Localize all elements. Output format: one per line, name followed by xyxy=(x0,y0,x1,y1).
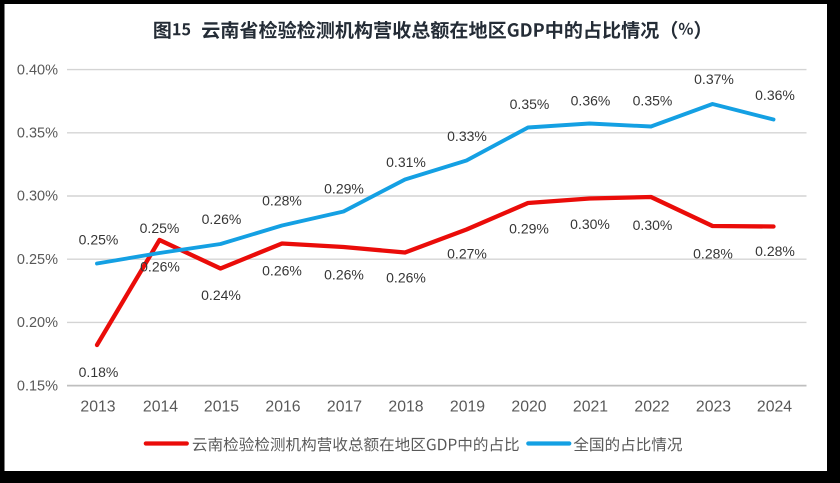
svg-text:2021: 2021 xyxy=(573,398,608,415)
svg-text:0.30%: 0.30% xyxy=(633,217,673,233)
svg-text:0.35%: 0.35% xyxy=(510,96,550,112)
svg-text:0.30%: 0.30% xyxy=(570,216,610,232)
svg-text:2014: 2014 xyxy=(143,398,178,415)
svg-text:0.25%: 0.25% xyxy=(79,232,119,248)
svg-text:0.26%: 0.26% xyxy=(386,270,426,286)
svg-text:0.24%: 0.24% xyxy=(201,287,241,303)
svg-text:0.36%: 0.36% xyxy=(755,87,795,103)
svg-text:0.33%: 0.33% xyxy=(447,128,487,144)
svg-text:0.29%: 0.29% xyxy=(324,181,364,197)
svg-text:0.28%: 0.28% xyxy=(262,193,302,209)
svg-text:0.27%: 0.27% xyxy=(447,246,487,262)
svg-text:0.15%: 0.15% xyxy=(17,378,58,394)
svg-text:0.25%: 0.25% xyxy=(17,252,58,268)
svg-text:2013: 2013 xyxy=(80,398,115,415)
svg-text:0.35%: 0.35% xyxy=(17,126,58,142)
svg-text:0.30%: 0.30% xyxy=(17,189,58,205)
svg-text:2017: 2017 xyxy=(327,398,362,415)
svg-text:0.26%: 0.26% xyxy=(262,263,302,279)
svg-text:0.29%: 0.29% xyxy=(509,221,549,237)
svg-text:0.26%: 0.26% xyxy=(202,211,242,227)
svg-text:2024: 2024 xyxy=(757,398,792,415)
svg-text:0.20%: 0.20% xyxy=(17,315,58,331)
svg-text:2019: 2019 xyxy=(450,398,485,415)
svg-text:2020: 2020 xyxy=(511,398,546,415)
svg-text:0.37%: 0.37% xyxy=(694,71,734,87)
svg-text:2022: 2022 xyxy=(634,398,669,415)
svg-text:2023: 2023 xyxy=(696,398,731,415)
svg-text:2015: 2015 xyxy=(204,398,239,415)
svg-text:0.25%: 0.25% xyxy=(140,220,180,236)
svg-text:0.26%: 0.26% xyxy=(140,259,180,275)
svg-text:0.35%: 0.35% xyxy=(633,93,673,109)
svg-text:0.18%: 0.18% xyxy=(79,364,119,380)
svg-text:0.31%: 0.31% xyxy=(386,154,426,170)
svg-text:2018: 2018 xyxy=(388,398,423,415)
svg-text:2016: 2016 xyxy=(265,398,300,415)
svg-text:0.28%: 0.28% xyxy=(693,246,733,262)
svg-text:0.36%: 0.36% xyxy=(571,93,611,109)
svg-text:0.28%: 0.28% xyxy=(755,243,795,259)
svg-text:0.40%: 0.40% xyxy=(17,62,58,78)
svg-text:0.26%: 0.26% xyxy=(324,267,364,283)
